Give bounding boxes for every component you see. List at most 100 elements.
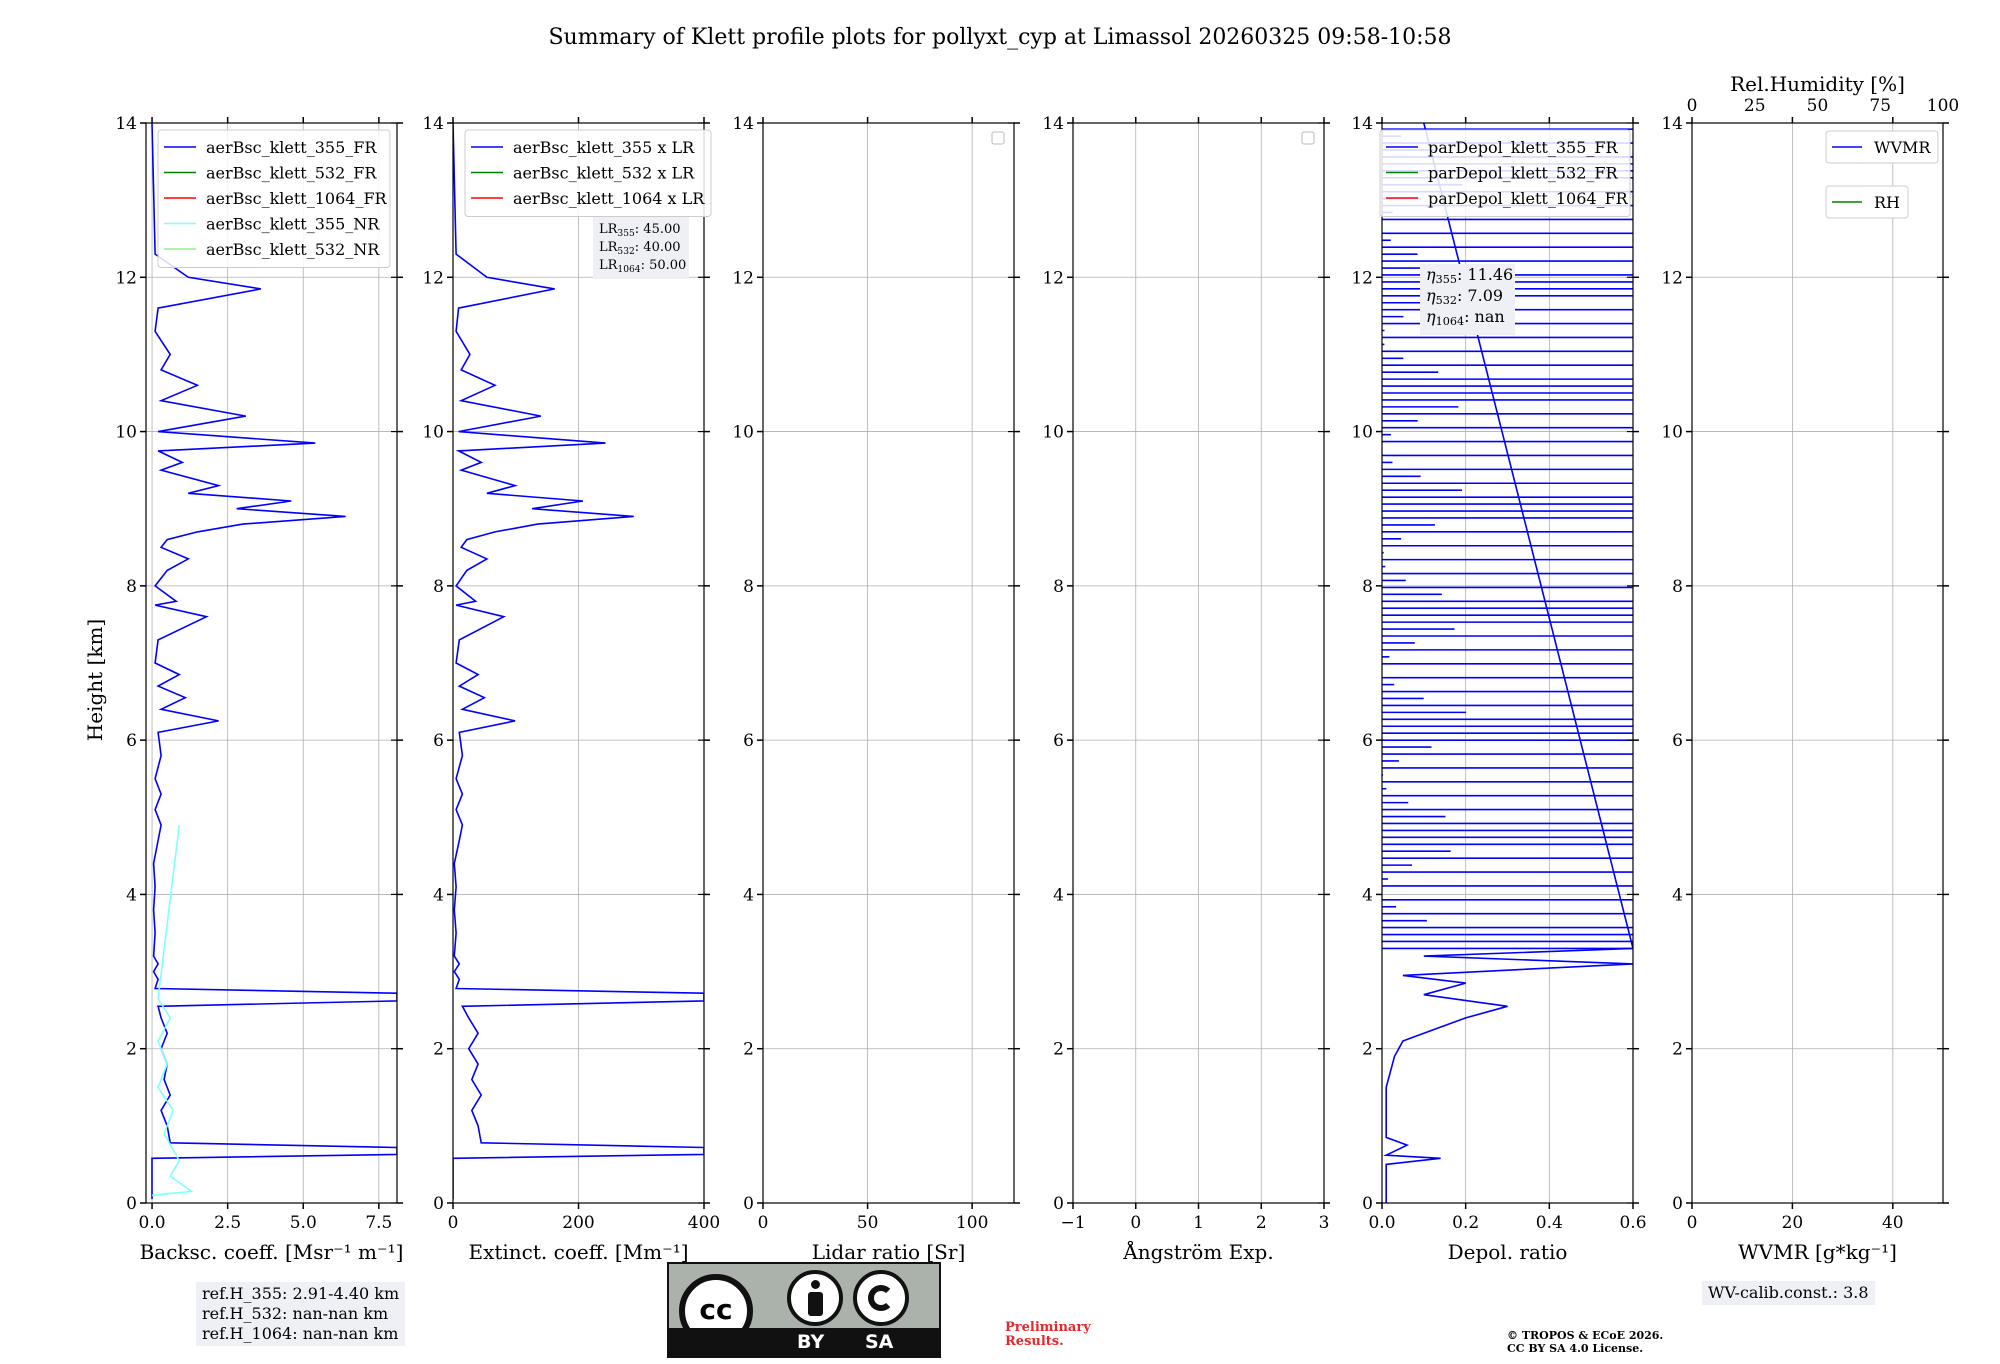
x-tick-label: 0.4: [1536, 1213, 1563, 1233]
legend-label: aerBsc_klett_532_NR: [206, 240, 380, 259]
refh-355: ref.H_355: 2.91-4.40 km: [202, 1284, 400, 1303]
legend-label: aerBsc_klett_355_FR: [206, 138, 377, 157]
y-tick-label: 8: [1362, 577, 1373, 597]
axes-frame: [762, 122, 1015, 1204]
legend-label: WVMR: [1874, 138, 1931, 157]
legend-box: [1379, 129, 1631, 217]
series-aerBsc_klett_355 x LR: [453, 123, 704, 1200]
axes-frame: [145, 122, 398, 1204]
x-tick-label: 40: [1882, 1213, 1904, 1233]
legend-box: [157, 129, 391, 268]
preliminary-note: Preliminary Results.: [1005, 1321, 1091, 1349]
cc-license-badge: cc BY SA: [667, 1262, 941, 1358]
refh-1064: ref.H_1064: nan-nan km: [202, 1324, 399, 1343]
y-tick-label: 4: [1362, 885, 1373, 905]
legend-label: aerBsc_klett_355_NR: [206, 215, 380, 234]
panel-depol: 0 2 4 6 8 10 12 14 0.0 0.2 0.4 0.6 Depol. ratio parDe…: [1351, 114, 1646, 1264]
y-tick-label: 6: [1053, 731, 1064, 751]
axes-frame: [1691, 122, 1944, 1204]
y-tick-label: 6: [433, 731, 444, 751]
x-tick-label: 0: [758, 1213, 769, 1233]
y-tick-label: 10: [1661, 423, 1683, 443]
x-tick-label: 0.6: [1619, 1213, 1646, 1233]
x-tick-label: 5.0: [290, 1213, 317, 1233]
x-tick-label: 0.0: [139, 1213, 166, 1233]
top-x-tick-label: 75: [1869, 96, 1891, 116]
legend-label: RH: [1874, 193, 1900, 212]
x-tick-label: 2: [1256, 1213, 1267, 1233]
panel-backscatter: 0 2 4 6 8 10 12 14 0.0 2.5 5.0 7.5 Backsc. coeff. [M…: [115, 114, 403, 1264]
y-tick-label: 12: [732, 268, 754, 288]
annotation-line: η532: 7.09: [1426, 286, 1503, 307]
figure-title: Summary of Klett profile plots for polly…: [548, 25, 1451, 50]
wv-calib-const: WV-calib.const.: 3.8: [1708, 1283, 1869, 1302]
x-tick-label: 7.5: [365, 1213, 392, 1233]
y-tick-label: 12: [1042, 268, 1064, 288]
y-tick-label: 0: [433, 1194, 444, 1214]
y-tick-label: 4: [433, 885, 444, 905]
y-tick-label: 8: [1053, 577, 1064, 597]
legend-box: [464, 129, 712, 217]
y-tick-label: 14: [1661, 114, 1683, 134]
x-axis-label: Depol. ratio: [1448, 1240, 1568, 1264]
series-parDepol_klett_355_FR: [1383, 123, 1633, 1203]
legend-label: aerBsc_klett_1064 x LR: [513, 189, 705, 208]
top-x-tick-label: 25: [1744, 96, 1766, 116]
refh-box: ref.H_355: 2.91-4.40 km ref.H_532: nan-n…: [196, 1282, 406, 1346]
y-tick-label: 14: [422, 114, 444, 134]
annotation-line: LR355: 45.00: [599, 222, 681, 239]
x-tick-label: 400: [688, 1213, 720, 1233]
y-tick-label: 0: [743, 1194, 754, 1214]
y-tick-label: 12: [115, 268, 137, 288]
y-tick-label: 0: [1053, 1194, 1064, 1214]
legend-box: [1825, 130, 1939, 164]
x-tick-label: 2.5: [214, 1213, 241, 1233]
x-tick-label: −1: [1060, 1213, 1085, 1233]
legend-label: parDepol_klett_1064_FR: [1428, 189, 1629, 208]
x-axis-label: Backsc. coeff. [Msr⁻¹ m⁻¹]: [140, 1240, 404, 1264]
y-axis-label: Height [km]: [83, 619, 107, 741]
copyright-line-2: CC BY SA 4.0 License.: [1507, 1342, 1644, 1355]
y-tick-label: 10: [1042, 423, 1064, 443]
copyright-line-1: © TROPOS & ECoE 2026.: [1507, 1329, 1664, 1342]
x-tick-label: 1: [1193, 1213, 1204, 1233]
y-tick-label: 14: [1042, 114, 1064, 134]
y-tick-label: 4: [1053, 885, 1064, 905]
annotation-line: LR532: 40.00: [599, 240, 681, 257]
legend-label: aerBsc_klett_1064_FR: [206, 189, 388, 208]
annotation-box: [593, 217, 689, 279]
x-tick-label: 200: [562, 1213, 594, 1233]
wv-calib-box: WV-calib.const.: 3.8: [1702, 1281, 1875, 1305]
cc-sa-label: SA: [865, 1331, 894, 1353]
x-axis-label: Lidar ratio [Sr]: [812, 1240, 966, 1264]
y-tick-label: 6: [743, 731, 754, 751]
y-tick-label: 2: [126, 1040, 137, 1060]
y-tick-label: 2: [433, 1040, 444, 1060]
top-x-tick-label: 50: [1807, 96, 1829, 116]
y-tick-label: 2: [1672, 1040, 1683, 1060]
annotation-line: LR1064: 50.00: [599, 258, 686, 275]
y-tick-label: 14: [1351, 114, 1373, 134]
y-tick-label: 0: [1672, 1194, 1683, 1214]
y-tick-label: 14: [115, 114, 137, 134]
cc-label-bar: BY SA: [669, 1328, 939, 1356]
refh-532: ref.H_532: nan-nan km: [202, 1304, 389, 1323]
y-tick-label: 6: [126, 731, 137, 751]
x-tick-label: 3: [1319, 1213, 1330, 1233]
by-person-icon: [787, 1270, 843, 1326]
x-tick-label: 0: [1687, 1213, 1698, 1233]
copyright-note: © TROPOS & ECoE 2026. CC BY SA 4.0 Licen…: [1507, 1329, 1663, 1355]
series-aerBsc_klett_355_NR: [151, 824, 194, 1197]
x-axis-label: Extinct. coeff. [Mm⁻¹]: [468, 1240, 688, 1264]
sa-share-alike-icon: [853, 1270, 909, 1326]
y-tick-label: 10: [1351, 423, 1373, 443]
x-axis-label: WVMR [g*kg⁻¹]: [1738, 1240, 1897, 1264]
panel-lidar-ratio: 0 2 4 6 8 10 12 14 0 50 100 Lidar ratio [Sr]: [732, 114, 1020, 1264]
y-tick-label: 10: [732, 423, 754, 443]
cc-by-label: BY: [797, 1331, 825, 1353]
y-tick-label: 10: [115, 423, 137, 443]
y-tick-label: 2: [1362, 1040, 1373, 1060]
